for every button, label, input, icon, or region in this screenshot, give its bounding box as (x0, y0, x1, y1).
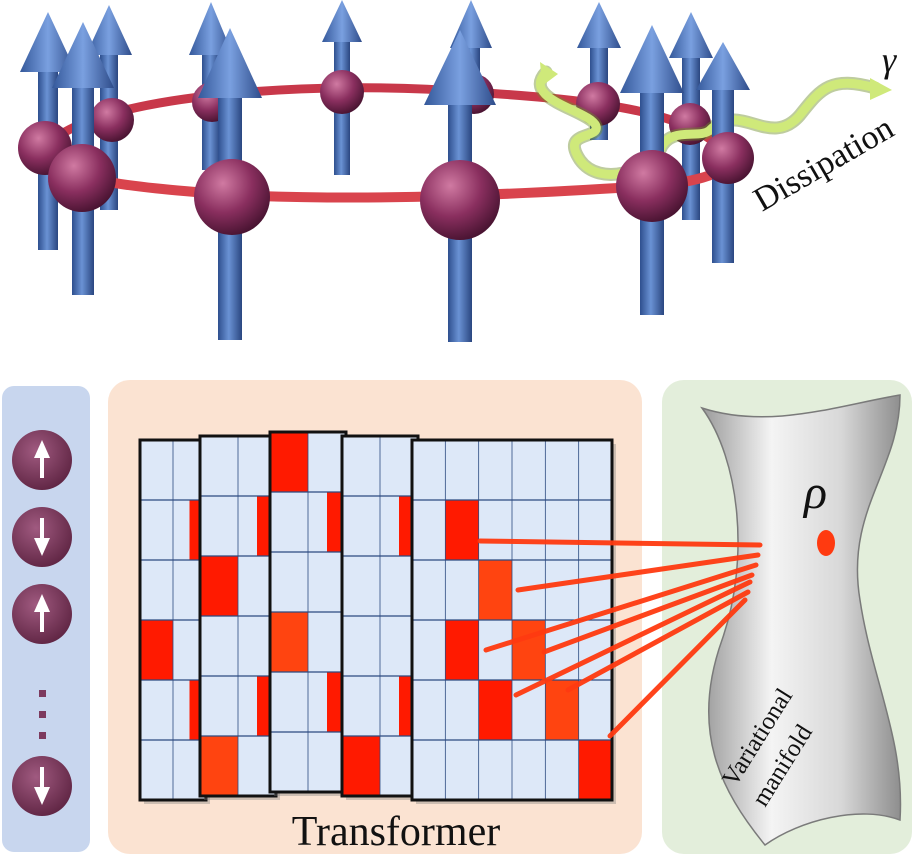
variational-manifold: ρ Variational manifold (700, 394, 902, 847)
spin-up-icon (12, 430, 72, 490)
manifold-sheet (700, 394, 902, 847)
attention-cell-highlight (270, 432, 308, 492)
attention-cell-highlight (445, 500, 479, 560)
attention-grid-layer (340, 434, 422, 800)
attention-cell-highlight (342, 736, 380, 796)
spin-configuration-column (12, 430, 72, 816)
ring-back (40, 83, 733, 163)
attention-cell-highlight (270, 612, 308, 672)
spin-up-icon (12, 584, 72, 644)
ellipsis-dots (39, 690, 46, 739)
spin-down-icon (12, 756, 72, 816)
transformer-label: Transformer (292, 809, 500, 854)
attention-grid-layer (268, 430, 350, 796)
attention-grid-layer (410, 438, 616, 804)
lattice-sites-back (90, 70, 711, 145)
attention-cell-highlight (200, 736, 238, 796)
rho-point (817, 530, 835, 556)
attention-cell-highlight (140, 620, 173, 680)
attention-grid-layer (198, 434, 280, 800)
spin-ring-illustration: γ Dissipation (18, 0, 900, 342)
attention-cell-highlight (445, 620, 479, 680)
attention-grid-stack (138, 430, 616, 804)
spin-down-icon (12, 507, 72, 567)
lattice-sites-front (18, 121, 754, 240)
attention-cell-highlight (200, 556, 238, 616)
attention-cell-highlight (478, 680, 512, 740)
attention-lines (477, 538, 763, 739)
attention-cell-highlight (512, 620, 546, 680)
gamma-label: γ (882, 40, 897, 80)
rho-label: ρ (802, 466, 827, 519)
attention-cell-highlight (478, 560, 512, 620)
attention-cell-highlight (578, 740, 612, 800)
